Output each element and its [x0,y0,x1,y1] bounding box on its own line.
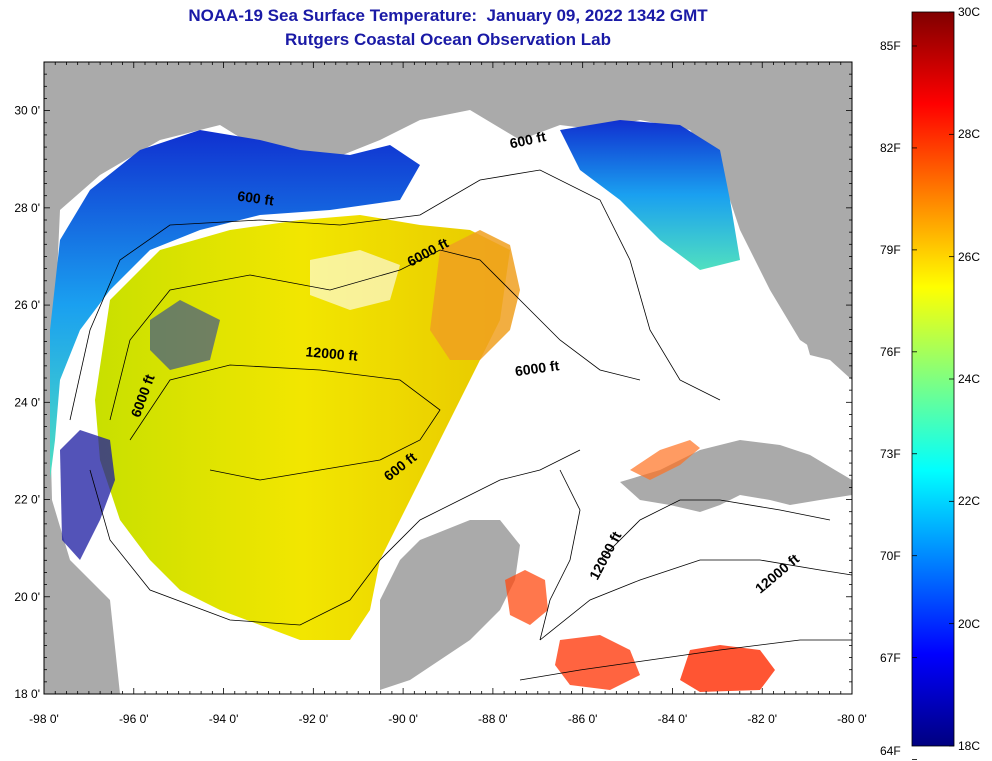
contour-label: 6000 ft [514,357,560,379]
colorbar-fahrenheit-label: 79F [880,242,901,257]
y-tick-label: 18 0' [14,687,40,701]
cold-patches-west [60,430,115,560]
loop-current-warm [430,230,520,360]
map-subtitle: Rutgers Coastal Ocean Observation Lab [285,30,611,49]
colorbar-celsius-label: 30C [958,5,981,19]
colorbar-celsius-label: 24C [958,372,981,386]
contour-label: 600 ft [508,128,547,151]
map-title: NOAA-19 Sea Surface Temperature: January… [188,6,708,25]
x-tick-label: -86 0' [568,712,598,726]
colorbar-celsius-label: 26C [958,249,981,264]
latitude-labels: 30 0' 28 0' 26 0' 24 0' 22 0' 20 0' 18 0' [14,104,40,701]
x-tick-label: -90 0' [388,712,418,726]
florida-land [740,62,852,360]
x-tick-label: -88 0' [478,712,508,726]
yucatan-warm-patch [505,570,548,625]
y-tick-label: 22 0' [14,493,40,507]
x-tick-label: -94 0' [209,712,239,726]
bathymetry-contours [69,169,852,681]
colorbar-fahrenheit-label: 70F [880,548,901,563]
y-tick-label: 26 0' [14,298,40,312]
x-tick-label: -98 0' [29,712,59,726]
y-tick-label: 24 0' [14,395,40,409]
longitude-labels: -98 0' -96 0' -94 0' -92 0' -90 0' -88 0' -86 … [29,712,867,726]
y-tick-label: 28 0' [14,201,40,215]
contour-label: 600 ft [236,188,275,209]
colorbar-fahrenheit-label: 82F [880,140,901,155]
yucatan-land [380,520,520,690]
caribbean-warm-patch [680,645,775,692]
cold-patches-central [150,300,220,370]
colorbar-celsius-label: 18C [958,739,981,753]
temperature-colorbar [911,11,955,760]
x-tick-label: -84 0' [658,712,688,726]
caribbean-warm-patch-2 [555,635,640,690]
y-tick-label: 20 0' [14,590,40,604]
coastal-cool-band-east [560,120,740,270]
axis-ticks [43,61,853,695]
colorbar-celsius-label: 20C [958,616,981,631]
x-tick-label: -80 0' [837,712,867,726]
x-tick-label: -82 0' [747,712,777,726]
colorbar-fahrenheit-label: 67F [880,650,901,665]
cuba-land [620,440,852,512]
y-tick-label: 30 0' [14,104,40,118]
colorbar-celsius-label: 22C [958,494,981,509]
cuba-north-warm-strip [630,440,700,480]
x-tick-label: -96 0' [119,712,149,726]
x-tick-label: -92 0' [299,712,329,726]
coastal-cool-band [50,130,420,480]
colorbar-fahrenheit-label: 64F [880,744,901,758]
colorbar-fahrenheit-label: 76F [880,344,901,359]
contour-label: 12000 ft [305,343,359,364]
colorbar-gradient [911,11,955,747]
cold-patches-mid [310,250,400,310]
colorbar-celsius-label: 28C [958,127,981,142]
colorbar-fahrenheit-label: 73F [880,446,901,461]
colorbar-fahrenheit-label: 85F [880,38,901,53]
